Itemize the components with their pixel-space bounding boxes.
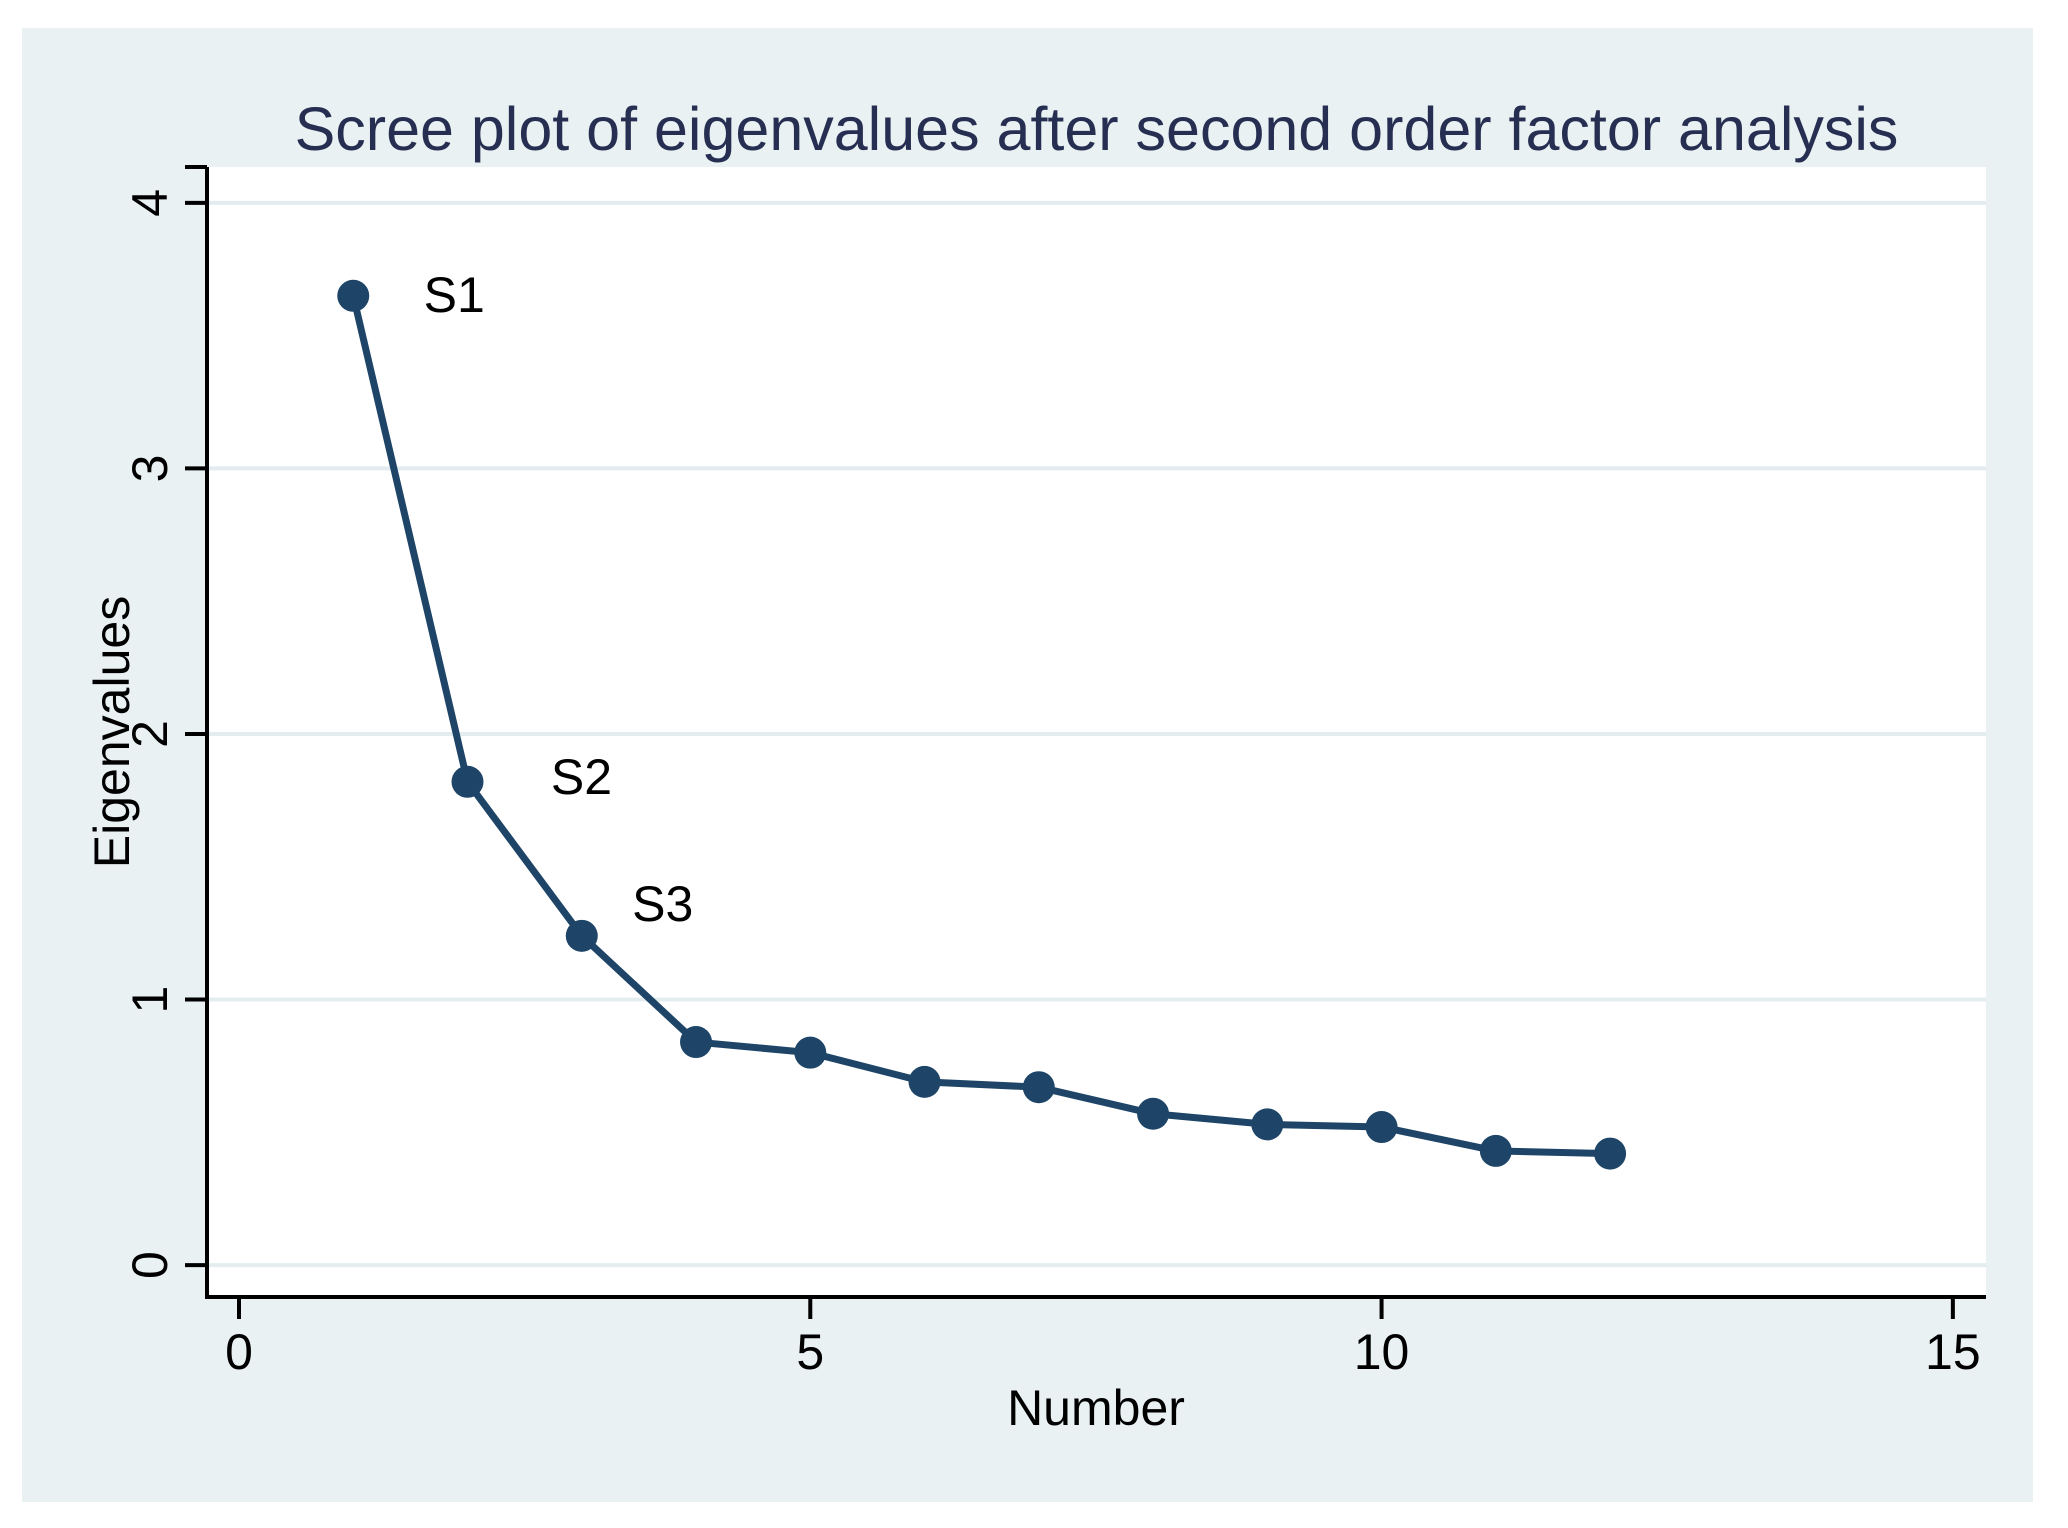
x-tick-label: 10 (1354, 1324, 1410, 1380)
data-point (680, 1026, 713, 1059)
y-tick-label: 3 (122, 455, 178, 483)
data-point-label: S3 (632, 876, 693, 932)
data-point (1594, 1137, 1627, 1170)
eigenvalue-line (349, 292, 1614, 1158)
data-point (337, 279, 370, 312)
x-tick-label: 0 (225, 1324, 253, 1380)
data-point-label: S1 (424, 267, 485, 323)
x-tick-label: 15 (1925, 1324, 1981, 1380)
data-point (565, 919, 598, 952)
y-tick-label: 4 (122, 189, 178, 217)
data-point (1022, 1071, 1055, 1104)
chart-title: Scree plot of eigenvalues after second o… (294, 95, 1899, 163)
data-point-label: S2 (551, 749, 612, 805)
y-axis-title: Eigenvalues (84, 595, 140, 869)
data-point (1137, 1097, 1170, 1130)
x-axis-title: Number (1007, 1380, 1185, 1436)
y-tick-label: 0 (122, 1251, 178, 1279)
data-point (1479, 1134, 1512, 1167)
y-tick-label: 1 (122, 986, 178, 1014)
y-tick-label: 2 (122, 720, 178, 748)
data-point (794, 1036, 827, 1069)
data-point (451, 765, 484, 798)
x-tick-label: 5 (796, 1324, 824, 1380)
data-point (1251, 1108, 1284, 1141)
data-point (1365, 1111, 1398, 1144)
data-point (908, 1065, 941, 1098)
